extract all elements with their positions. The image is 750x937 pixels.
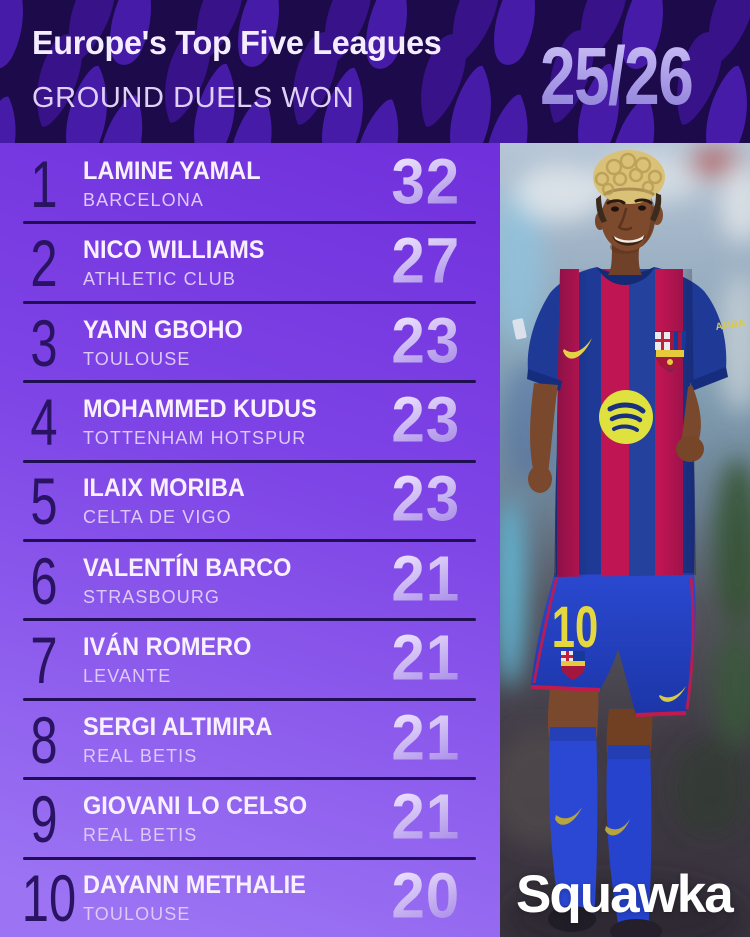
header: Europe's Top Five Leagues GROUND DUELS W… xyxy=(0,0,750,143)
rank-number: 8 xyxy=(30,702,58,777)
player-name: NICO WILLIAMS xyxy=(83,236,265,265)
rank-number: 2 xyxy=(30,226,58,301)
rank-number: 5 xyxy=(30,464,58,539)
ranking-row: 5 ILAIX MORIBA CELTA DE VIGO 23 xyxy=(0,461,500,543)
player-name: IVÁN ROMERO xyxy=(83,633,252,662)
player-info: DAYANN METHALIE TOULOUSE xyxy=(83,869,320,925)
shirt-collar xyxy=(597,267,654,285)
page-title: Europe's Top Five Leagues xyxy=(32,24,442,61)
season-label: 25/26 xyxy=(539,31,694,122)
ranking-row: 10 DAYANN METHALIE TOULOUSE 20 xyxy=(0,858,500,937)
player-info: NICO WILLIAMS ATHLETIC CLUB xyxy=(83,234,276,290)
club-name: CELTA DE VIGO xyxy=(83,507,232,528)
club-name: ATHLETIC CLUB xyxy=(83,269,236,290)
player-info: LAMINE YAMAL BARCELONA xyxy=(83,155,272,211)
squawka-logo: Squawka xyxy=(516,865,734,924)
duels-won-value: 27 xyxy=(391,224,460,297)
duels-won-value: 21 xyxy=(391,701,460,774)
player-photo: 10 xyxy=(500,143,750,937)
player-name: SERGI ALTIMIRA xyxy=(83,712,273,741)
player-info: VALENTÍN BARCO STRASBOURG xyxy=(83,552,305,608)
player-info: IVÁN ROMERO LEVANTE xyxy=(83,631,262,687)
rank-number: 1 xyxy=(30,146,58,221)
hair xyxy=(593,150,665,223)
nike-swoosh-shorts xyxy=(659,686,686,702)
player-illustration: 10 xyxy=(500,143,750,937)
ranking-row: 8 SERGI ALTIMIRA REAL BETIS 21 xyxy=(0,699,500,781)
ranking-row: 9 GIOVANI LO CELSO REAL BETIS 21 xyxy=(0,778,500,861)
club-name: STRASBOURG xyxy=(83,586,221,607)
club-name: BARCELONA xyxy=(83,189,204,210)
club-name: REAL BETIS xyxy=(83,745,198,766)
rank-number: 7 xyxy=(30,623,58,698)
nike-swoosh-right-sock xyxy=(605,819,630,836)
rank-number: 4 xyxy=(30,384,58,459)
player-info: MOHAMMED KUDUS TOTTENHAM HOTSPUR xyxy=(83,393,332,449)
rank-number: 3 xyxy=(30,305,58,380)
rank-number: 9 xyxy=(30,781,58,856)
duels-won-value: 21 xyxy=(391,621,460,694)
ranking-row: 7 IVÁN ROMERO LEVANTE 21 xyxy=(0,619,500,702)
player-info: ILAIX MORIBA CELTA DE VIGO xyxy=(83,472,255,528)
player-name: ILAIX MORIBA xyxy=(83,474,245,503)
nike-swoosh-left-sock xyxy=(555,807,582,825)
player-name: GIOVANI LO CELSO xyxy=(83,791,308,820)
page-subtitle: GROUND DUELS WON xyxy=(32,82,355,114)
duels-won-value: 23 xyxy=(391,463,460,536)
club-name: TOULOUSE xyxy=(83,904,191,925)
nike-swoosh-chest xyxy=(563,338,592,359)
duels-won-value: 32 xyxy=(391,145,460,218)
club-crest xyxy=(654,331,686,372)
player-name: YANN GBOHO xyxy=(83,315,243,344)
player-name: MOHAMMED KUDUS xyxy=(83,394,317,423)
player-name: DAYANN METHALIE xyxy=(83,871,306,900)
rank-number: 6 xyxy=(30,543,58,618)
spotify-logo xyxy=(599,390,653,444)
club-name: LEVANTE xyxy=(83,666,172,687)
ranking-row: 4 MOHAMMED KUDUS TOTTENHAM HOTSPUR 23 xyxy=(0,381,500,464)
player-info: SERGI ALTIMIRA REAL BETIS xyxy=(83,711,284,767)
ranking-row: 2 NICO WILLIAMS ATHLETIC CLUB 27 xyxy=(0,222,500,305)
player-name: VALENTÍN BARCO xyxy=(83,553,292,582)
sleeve-patch-text: AMBA xyxy=(715,318,746,333)
duels-won-value: 21 xyxy=(391,780,460,853)
duels-won-value: 20 xyxy=(391,860,460,933)
ranking-list: 1 LAMINE YAMAL BARCELONA 32 2 NICO WILLI… xyxy=(0,143,500,937)
club-name: TOTTENHAM HOTSPUR xyxy=(83,427,307,448)
player-info: YANN GBOHO TOULOUSE xyxy=(83,314,253,370)
duels-won-value: 21 xyxy=(391,542,460,615)
player-info: GIOVANI LO CELSO REAL BETIS xyxy=(83,790,321,846)
ranking-row: 1 LAMINE YAMAL BARCELONA 32 xyxy=(0,143,500,225)
duels-won-value: 23 xyxy=(391,304,460,377)
rank-number: 10 xyxy=(21,861,77,936)
duels-won-value: 23 xyxy=(391,383,460,456)
sleeve-patch xyxy=(512,318,527,340)
player-name: LAMINE YAMAL xyxy=(83,156,261,185)
shorts-number: 10 xyxy=(552,594,598,659)
club-name: REAL BETIS xyxy=(83,824,198,845)
shorts-crest xyxy=(561,651,585,680)
face-features xyxy=(606,198,653,246)
club-name: TOULOUSE xyxy=(83,348,191,369)
ranking-row: 3 YANN GBOHO TOULOUSE 23 xyxy=(0,302,500,384)
ranking-row: 6 VALENTÍN BARCO STRASBOURG 21 xyxy=(0,540,500,622)
